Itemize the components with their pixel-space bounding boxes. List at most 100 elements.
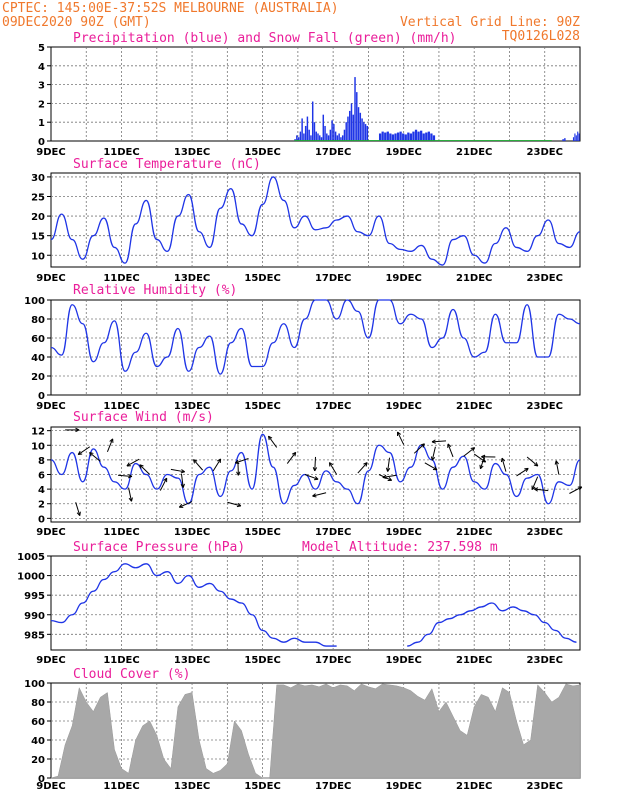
precip-bar — [333, 124, 335, 141]
x-tick-label: 17DEC — [315, 527, 351, 538]
x-tick-label: 21DEC — [456, 401, 492, 412]
wind-arrow — [312, 492, 327, 497]
wind-arrow — [447, 443, 454, 458]
precip-bar — [420, 130, 423, 141]
location-header: CPTEC: 145:00E-37:52S MELBOURNE (AUSTRAL… — [2, 1, 339, 16]
precip-bar — [338, 133, 340, 141]
wind-arrow — [357, 462, 368, 474]
grid-note: Vertical Grid Line: 90Z — [400, 15, 580, 30]
precip-bar — [396, 132, 400, 141]
x-tick-label: 15DEC — [244, 273, 280, 284]
precip-bar — [407, 132, 410, 141]
wind-arrow-head — [312, 467, 318, 472]
x-tick-label: 21DEC — [456, 655, 492, 666]
wind-arrow-head — [431, 439, 436, 444]
wind-arrow-head — [432, 466, 438, 471]
series-line — [50, 299, 581, 375]
humidity-panel: Relative Humidity (%) 9DEC 11DEC 13DEC 15DE… — [24, 283, 581, 412]
precip-bar — [572, 137, 575, 141]
x-tick-label: 21DEC — [456, 147, 492, 158]
precip-bar — [574, 133, 576, 141]
precip-bar — [313, 122, 316, 141]
wind-arrow-head — [534, 487, 539, 492]
series-line — [50, 563, 337, 647]
x-tick-label: 21DEC — [456, 527, 492, 538]
wind-arrow-head — [126, 462, 131, 467]
precip-bar — [356, 92, 358, 141]
wind-arrow-head — [192, 459, 198, 464]
x-tick-label: 13DEC — [174, 527, 210, 538]
precip-bar — [578, 133, 580, 141]
precip-bar — [343, 129, 346, 141]
y-tick-label: 3 — [38, 81, 45, 92]
wind-arrow — [431, 440, 447, 443]
precip-bar — [340, 137, 342, 141]
wind-arrow-head — [163, 477, 168, 483]
wind-arrow-head — [128, 497, 133, 502]
y-tick-label: 2 — [38, 500, 45, 511]
precip-bar — [417, 131, 420, 141]
wind-arrow — [179, 501, 193, 508]
wind-arrow-head — [89, 452, 94, 457]
y-tick-label: 80 — [31, 698, 45, 709]
precip-bar — [352, 114, 354, 141]
precip-bar — [334, 131, 337, 141]
y-tick-label: 1005 — [17, 552, 45, 563]
cloud-cover-area — [50, 683, 581, 779]
x-tick-label: 13DEC — [174, 147, 210, 158]
precip-bar — [303, 133, 305, 141]
wind-arrow — [569, 486, 583, 494]
precip-bar — [432, 135, 436, 141]
series-line — [407, 602, 577, 647]
wind-arrow-head — [314, 476, 319, 481]
precip-bar — [422, 133, 425, 141]
precip-bar — [414, 129, 418, 141]
wind-title: Surface Wind (m/s) — [73, 410, 214, 425]
precip-bar — [306, 116, 309, 141]
wind-arrow — [106, 438, 114, 453]
y-tick-label: 20 — [31, 372, 45, 383]
x-tick-label: 9DEC — [36, 781, 65, 792]
wind-arrow — [304, 474, 319, 480]
series-line — [50, 433, 581, 505]
precip-bar — [329, 129, 332, 141]
wind-arrow — [126, 458, 140, 467]
series-line — [50, 176, 581, 266]
precip-bar — [297, 137, 300, 141]
y-tick-label: 15 — [31, 232, 45, 243]
wind-arrow-head — [420, 443, 425, 448]
wind-arrow — [128, 487, 132, 502]
wind-arrow — [531, 476, 539, 490]
wind-arrow-head — [430, 456, 436, 461]
y-tick-label: 0 — [38, 137, 45, 148]
wind-arrow-head — [382, 474, 387, 480]
precip-bar — [320, 137, 323, 141]
wind-arrow — [473, 453, 486, 463]
wind-arrow — [170, 468, 185, 473]
precip-bar — [341, 135, 344, 141]
wind-arrow-head — [77, 450, 83, 456]
wind-arrow-head — [447, 443, 452, 448]
y-tick-label: 25 — [31, 193, 45, 204]
wind-arrow-head — [533, 462, 539, 467]
x-tick-label: 11DEC — [103, 655, 139, 666]
wind-arrow-head — [500, 457, 506, 463]
wind-arrow-head — [397, 431, 401, 436]
wind-arrow — [159, 477, 168, 491]
precip-bar — [562, 139, 564, 141]
y-tick-label: 1000 — [17, 572, 45, 583]
precip-bar — [311, 101, 314, 141]
x-tick-label: 17DEC — [315, 781, 351, 792]
precip-bar — [389, 133, 392, 141]
precip-bar — [364, 124, 367, 141]
x-tick-label: 17DEC — [315, 401, 351, 412]
x-tick-label: 23DEC — [527, 273, 563, 284]
wind-arrow — [75, 502, 81, 516]
x-tick-label: 17DEC — [315, 655, 351, 666]
cloud-cover-title: Cloud Cover (%) — [73, 667, 190, 682]
x-tick-label: 23DEC — [527, 781, 563, 792]
y-tick-label: 20 — [31, 212, 45, 223]
wind-arrow-head — [554, 460, 559, 465]
wind-arrow — [526, 456, 539, 467]
x-tick-label: 19DEC — [385, 781, 421, 792]
